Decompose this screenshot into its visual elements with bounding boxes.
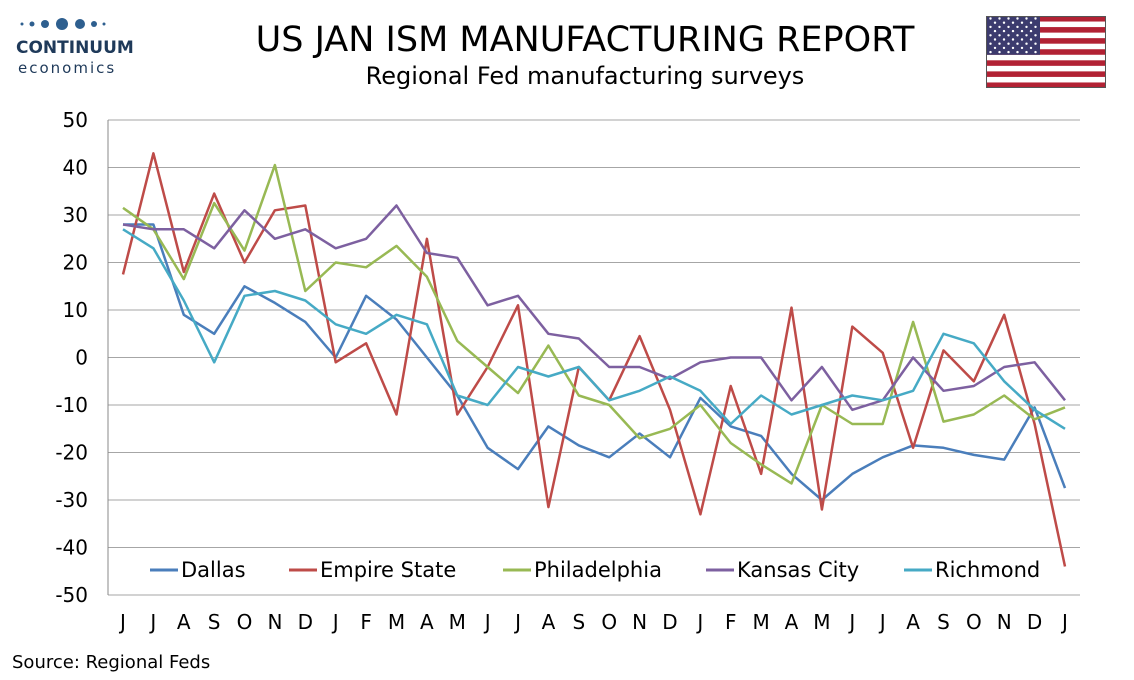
x-tick-label: O <box>237 610 253 634</box>
x-tick-label: J <box>847 610 855 634</box>
us-flag-icon <box>986 16 1106 88</box>
y-tick-label: 50 <box>63 108 88 132</box>
logo-subtitle: economics <box>18 59 117 77</box>
x-tick-label: N <box>632 610 647 634</box>
y-tick-label: -20 <box>55 441 88 465</box>
y-tick-label: 40 <box>63 156 88 180</box>
x-tick-label: J <box>1060 610 1068 634</box>
x-tick-label: M <box>752 610 769 634</box>
x-tick-label: S <box>937 610 950 634</box>
x-tick-label: J <box>878 610 886 634</box>
x-tick-label: N <box>267 610 282 634</box>
x-tick-label: J <box>118 610 126 634</box>
legend-label: Dallas <box>181 558 246 582</box>
x-tick-label: D <box>298 610 313 634</box>
series-line-dallas <box>123 223 1067 502</box>
x-tick-label: D <box>1027 610 1042 634</box>
source-note: Source: Regional Feds <box>12 652 211 673</box>
x-tick-label: A <box>785 610 799 634</box>
x-tick-label: F <box>360 610 372 634</box>
x-tick-label: O <box>966 610 982 634</box>
page-subtitle: Regional Fed manufacturing surveys <box>365 62 805 90</box>
x-tick-label: J <box>483 610 491 634</box>
y-tick-label: -30 <box>55 488 88 512</box>
y-tick-label: 30 <box>63 203 88 227</box>
x-tick-label: A <box>420 610 434 634</box>
logo-name: CONTINUUM <box>16 38 134 58</box>
y-tick-label: 10 <box>63 298 88 322</box>
y-tick-label: 20 <box>63 251 88 275</box>
series-line-richmond <box>122 228 1066 430</box>
x-tick-label: S <box>572 610 585 634</box>
x-tick-label: A <box>542 610 556 634</box>
logo-dots-icon <box>20 18 106 30</box>
x-tick-label: O <box>601 610 617 634</box>
y-axis: 50 40 30 20 10 0 -10 -20 -30 -40 -50 <box>55 108 88 607</box>
legend-label: Philadelphia <box>534 558 662 582</box>
x-tick-label: N <box>997 610 1012 634</box>
x-tick-label: S <box>208 610 221 634</box>
x-tick-label: J <box>331 610 339 634</box>
legend-label: Richmond <box>935 558 1040 582</box>
x-tick-label: A <box>177 610 191 634</box>
x-tick-label: M <box>449 610 466 634</box>
y-tick-label: -40 <box>55 536 88 560</box>
y-tick-label: -50 <box>55 583 88 607</box>
x-tick-label: D <box>662 610 677 634</box>
page-title: US JAN ISM MANUFACTURING REPORT <box>255 20 915 60</box>
x-tick-label: M <box>813 610 830 634</box>
x-tick-label: A <box>906 610 920 634</box>
y-tick-label: -10 <box>55 393 88 417</box>
y-tick-label: 0 <box>75 346 88 370</box>
x-tick-label: J <box>513 610 521 634</box>
grid <box>107 119 1080 596</box>
series-line-philadelphia <box>122 163 1066 485</box>
series-line-kansas-city <box>122 204 1066 412</box>
x-tick-label: M <box>388 610 405 634</box>
x-tick-label: J <box>695 610 703 634</box>
x-tick-label: J <box>148 610 156 634</box>
legend-label: Empire State <box>320 558 456 582</box>
x-tick-label: F <box>725 610 737 634</box>
legend-label: Kansas City <box>737 558 859 582</box>
legend: Dallas Empire State Philadelphia Kansas Cit… <box>150 558 1040 582</box>
series-lines <box>121 152 1067 567</box>
